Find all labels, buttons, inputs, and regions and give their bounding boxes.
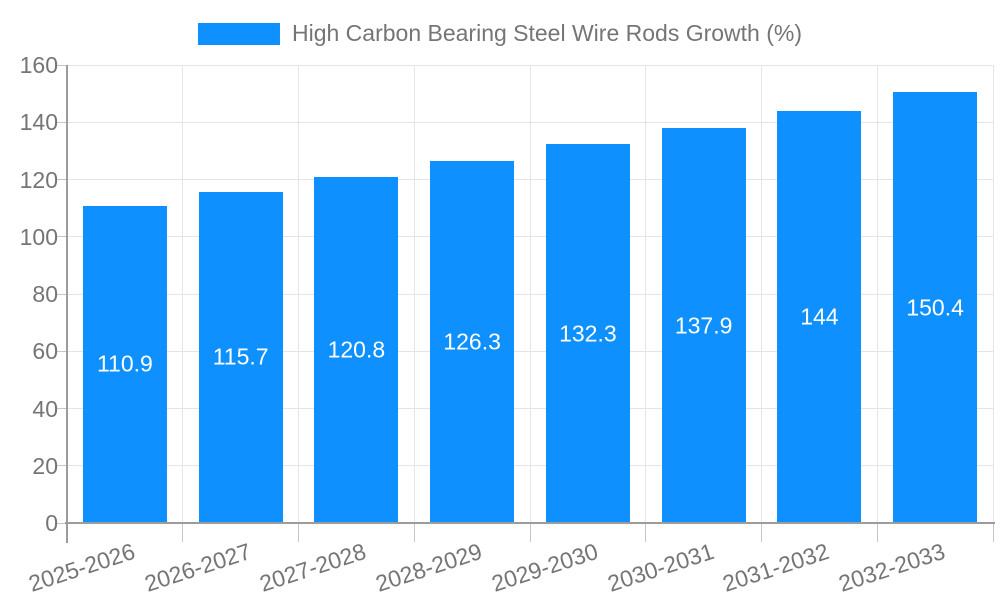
- legend-swatch-icon: [197, 22, 280, 45]
- vertical-gridline: [761, 65, 762, 523]
- y-axis-labels: 0 20 40 60 80 100 120 140 160: [0, 53, 58, 535]
- vertical-gridline: [992, 65, 994, 523]
- y-axis-tick-label: 160: [19, 52, 58, 78]
- bar-value-label: 132.3: [559, 320, 617, 347]
- y-axis-tick: [57, 350, 67, 352]
- x-axis-tick: [761, 523, 762, 542]
- x-axis-category-label: 2031-2032: [719, 538, 833, 597]
- y-axis-tick: [57, 465, 67, 467]
- x-axis-tick: [529, 523, 531, 542]
- y-axis-tick-label: 80: [32, 281, 58, 307]
- y-axis-tick: [57, 408, 67, 409]
- bar-value-label: 144: [800, 303, 839, 330]
- y-axis-tick-label: 40: [32, 395, 58, 422]
- y-axis-tick: [57, 121, 67, 123]
- bar-value-label: 150.4: [906, 294, 964, 321]
- y-axis-tick-label: 20: [32, 452, 58, 479]
- vertical-gridline: [876, 65, 878, 523]
- x-axis-category-label: 2032-2033: [835, 538, 949, 597]
- bar-value-label: 115.7: [212, 343, 269, 370]
- legend-label: High Carbon Bearing Steel Wire Rods Grow…: [291, 20, 803, 46]
- bar-value-label: 137.9: [674, 312, 733, 339]
- vertical-gridline: [413, 65, 415, 523]
- bar-2026-2027[interactable]: 115.7: [198, 191, 283, 523]
- x-axis-line: [65, 522, 995, 524]
- y-axis-tick-label: 140: [19, 109, 58, 136]
- x-axis-category-label: 2029-2030: [488, 538, 601, 597]
- chart-legend[interactable]: High Carbon Bearing Steel Wire Rods Grow…: [197, 20, 803, 47]
- y-axis-tick: [57, 236, 67, 238]
- x-axis-tick: [876, 523, 878, 542]
- vertical-gridline: [182, 65, 184, 523]
- bar-2027-2028[interactable]: 120.8: [314, 177, 399, 523]
- vertical-gridline: [645, 65, 647, 523]
- bar-value-label: 110.9: [96, 350, 153, 377]
- y-axis-tick: [57, 64, 67, 66]
- x-axis-category-label: 2025-2026: [25, 538, 138, 597]
- y-axis-tick-label: 60: [32, 338, 58, 365]
- bar-2032-2033[interactable]: 150.4: [893, 92, 978, 523]
- x-axis-category-label: 2028-2029: [372, 538, 486, 597]
- y-axis-tick: [57, 179, 67, 180]
- bar-2025-2026[interactable]: 110.9: [82, 205, 167, 523]
- y-axis-line: [66, 65, 68, 543]
- bar-2031-2032[interactable]: 144: [777, 110, 862, 523]
- bar-2029-2030[interactable]: 132.3: [545, 144, 630, 523]
- y-axis-tick-label: 100: [19, 223, 58, 250]
- x-axis-category-label: 2027-2028: [256, 538, 370, 597]
- x-axis-tick: [413, 523, 415, 542]
- vertical-gridline: [298, 65, 299, 523]
- vertical-gridline: [529, 65, 531, 523]
- bar-2028-2029[interactable]: 126.3: [430, 161, 515, 523]
- plot-area: 110.9 115.7 120.8 126.3 132.3 137.9 144 150.4: [57, 64, 995, 543]
- bar-2030-2031[interactable]: 137.9: [661, 128, 746, 523]
- x-axis-category-label: 2030-2031: [604, 538, 717, 597]
- x-axis-tick: [645, 523, 647, 542]
- y-axis-tick: [57, 522, 67, 524]
- x-axis-tick: [992, 523, 994, 542]
- y-axis-tick-label: 0: [45, 510, 58, 536]
- x-axis-labels: 2025-2026 2026-2027 2027-2028 2028-2029 2029…: [25, 523, 993, 600]
- y-axis-tick: [57, 293, 67, 295]
- bar-value-label: 120.8: [327, 336, 386, 363]
- x-axis-tick: [182, 523, 184, 542]
- x-axis-tick: [298, 523, 299, 542]
- y-axis-tick-label: 120: [19, 166, 58, 193]
- x-axis-category-label: 2026-2027: [141, 538, 254, 597]
- bar-value-label: 126.3: [443, 328, 501, 355]
